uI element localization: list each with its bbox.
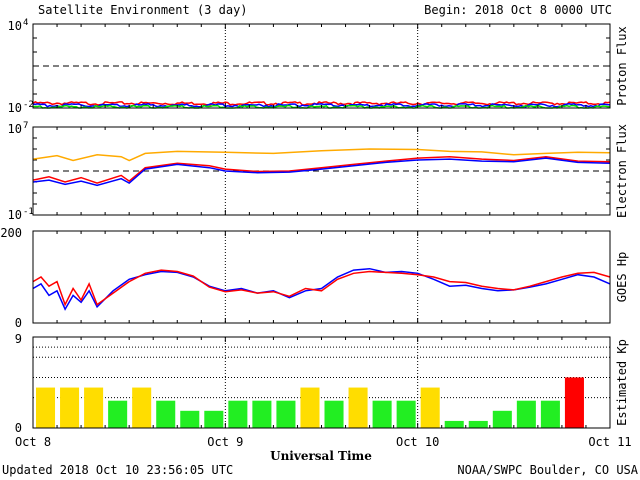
y-tick-exponent: 4 xyxy=(23,18,28,28)
kp-bar xyxy=(444,420,464,428)
kp-bar xyxy=(300,387,320,428)
kp-bar xyxy=(180,410,200,428)
kp-bar xyxy=(372,400,392,428)
x-tick-label: Oct 9 xyxy=(207,435,243,449)
y-axis-label: Electron Flux xyxy=(615,124,629,218)
kp-bar xyxy=(60,387,80,428)
series-line-red xyxy=(32,101,611,106)
kp-bar xyxy=(492,410,512,428)
y-tick-label: 200 xyxy=(0,226,22,240)
chart-title: Satellite Environment (3 day) xyxy=(38,3,248,17)
y-tick-exponent: -1 xyxy=(23,207,34,217)
panel-frame xyxy=(32,230,611,324)
kp-bar xyxy=(396,400,416,428)
kp-bar xyxy=(204,410,224,428)
kp-bar xyxy=(156,400,176,428)
y-tick-label: 10 xyxy=(8,208,22,222)
series-line-blue xyxy=(32,267,611,311)
y-tick-label: 10 xyxy=(8,19,22,33)
kp-bar xyxy=(108,400,128,428)
x-tick-label: Oct 10 xyxy=(396,435,439,449)
kp-bar xyxy=(540,400,560,428)
y-tick-label: 10 xyxy=(8,101,22,115)
y-tick-label: 10 xyxy=(8,122,22,136)
credit-text: NOAA/SWPC Boulder, CO USA xyxy=(457,463,638,477)
x-tick-label: Oct 8 xyxy=(15,435,51,449)
begin-time: Begin: 2018 Oct 8 0000 UTC xyxy=(424,3,612,17)
updated-time: Updated 2018 Oct 10 23:56:05 UTC xyxy=(2,463,233,477)
y-tick-label: 9 xyxy=(15,332,22,346)
y-axis-label: GOES Hp xyxy=(615,252,629,303)
kp-bar xyxy=(324,400,344,428)
electron-flux-panel: 10 710 -1 Electron Flux xyxy=(8,121,629,222)
y-axis-label: Proton Flux xyxy=(615,26,629,105)
series-line-red xyxy=(32,269,611,307)
kp-bar xyxy=(348,387,368,428)
kp-bar xyxy=(276,400,296,428)
y-axis-label: Estimated Kp xyxy=(615,339,629,426)
x-axis-label: Universal Time xyxy=(270,449,372,463)
kp-panel: 9 0 Estimated Kp xyxy=(15,332,629,435)
y-tick-label: 0 xyxy=(15,316,22,330)
kp-bar xyxy=(564,377,584,428)
y-tick-exponent: 7 xyxy=(23,121,28,131)
kp-bar xyxy=(516,400,536,428)
proton-flux-panel: 10 410 -2 Proton Flux xyxy=(8,18,629,115)
goes-hp-panel: 200 0 GOES Hp xyxy=(0,226,629,330)
y-tick-exponent: -2 xyxy=(23,100,34,110)
x-tick-label: Oct 11 xyxy=(588,435,631,449)
y-tick-label: 0 xyxy=(15,421,22,435)
series-line-red xyxy=(32,155,611,184)
series-line-orange xyxy=(32,148,611,162)
kp-bar xyxy=(468,420,488,428)
kp-bar xyxy=(228,400,248,428)
kp-bar xyxy=(132,387,152,428)
kp-bar xyxy=(420,387,440,428)
kp-bar xyxy=(252,400,272,428)
kp-bar xyxy=(84,387,104,428)
kp-bar xyxy=(36,387,56,428)
series-line-blue xyxy=(32,157,611,187)
